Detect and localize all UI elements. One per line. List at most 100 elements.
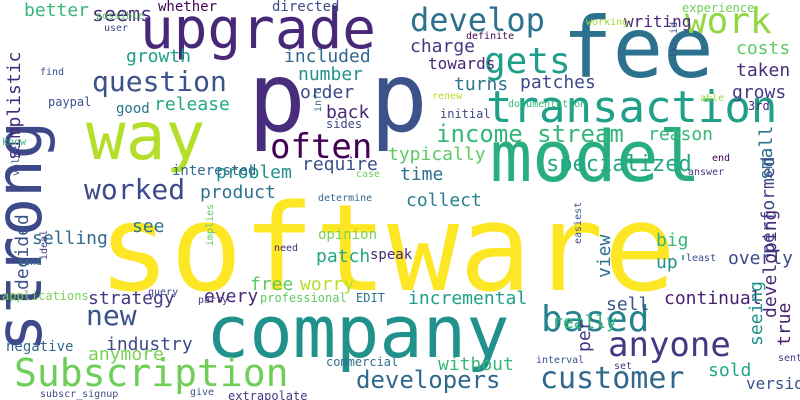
- cloud-word-determine: determine: [318, 193, 373, 204]
- cloud-word-problem: problem: [216, 162, 292, 183]
- cloud-word-possible: possible: [96, 11, 145, 22]
- cloud-word-value: value: [11, 145, 22, 176]
- cloud-word-sides: sides: [326, 117, 363, 131]
- cloud-word-selling: selling: [32, 228, 108, 249]
- cloud-word-sold: sold: [708, 360, 752, 381]
- cloud-word-user: user: [104, 23, 129, 34]
- cloud-word-better: better: [24, 0, 90, 21]
- cloud-word-party: party: [198, 295, 229, 306]
- cloud-word-send: send: [18, 257, 43, 268]
- cloud-word-release: release: [154, 94, 230, 115]
- cloud-word-know: know: [2, 137, 27, 148]
- cloud-word-develop: develop: [410, 1, 545, 39]
- cloud-word-typically: typically: [388, 144, 486, 165]
- cloud-word-anymore: anymore: [88, 344, 164, 365]
- cloud-word-transaction: transaction: [486, 82, 778, 133]
- cloud-word-applications: applications: [2, 289, 89, 303]
- cloud-word-interval: interval: [536, 355, 585, 366]
- cloud-word-documentation: documentation: [508, 99, 587, 110]
- cloud-word-experience: experience: [682, 1, 755, 15]
- cloud-word-opinion: opinion: [318, 227, 378, 243]
- cloud-word-work: work: [685, 1, 772, 42]
- cloud-word-upgrade: upgrade: [140, 0, 377, 62]
- cloud-word-specialized: specialized: [546, 152, 692, 177]
- cloud-word-subscription: Subscription: [14, 351, 289, 395]
- cloud-word-renew: renew: [432, 91, 463, 102]
- cloud-word-seeing: seeing: [746, 280, 767, 346]
- cloud-word-good: good: [116, 101, 150, 117]
- cloud-word-commercial: commercial: [326, 355, 399, 369]
- cloud-word-gets: gets: [484, 41, 571, 82]
- cloud-word-anyone: anyone: [608, 325, 731, 365]
- cloud-word-continual: continual: [664, 288, 762, 309]
- cloud-word-worked: worked: [84, 173, 186, 206]
- cloud-word-query: query: [148, 287, 179, 298]
- cloud-word-interested: interested: [172, 163, 257, 179]
- cloud-word-overly: overly: [728, 248, 794, 269]
- cloud-word-subscr-signup: subscr_signup: [40, 389, 119, 400]
- cloud-word-product: product: [200, 182, 276, 203]
- cloud-word-time: time: [400, 164, 444, 185]
- cloud-word-every: every: [204, 286, 259, 307]
- cloud-word-customer: customer: [540, 361, 685, 396]
- cloud-word-implies: implies: [205, 203, 216, 246]
- cloud-word-towards: towards: [428, 54, 496, 73]
- cloud-word-up: up': [656, 252, 689, 273]
- cloud-word-seems: seems: [92, 2, 153, 26]
- cloud-word-initial: initial: [440, 107, 491, 121]
- cloud-word-taken: taken: [736, 60, 791, 81]
- cloud-word-easiest: easiest: [573, 201, 584, 244]
- cloud-word-find: find: [40, 67, 65, 78]
- cloud-word-directed: directed: [272, 0, 340, 15]
- cloud-word-working: working: [586, 17, 629, 28]
- cloud-word-income-stream: income stream: [436, 120, 624, 148]
- cloud-word-patch: patch: [316, 246, 371, 267]
- cloud-word-paypal: paypal: [48, 95, 92, 109]
- cloud-word-order: order: [300, 82, 355, 103]
- cloud-word-without: without: [438, 354, 514, 375]
- cloud-word-back: back: [326, 102, 370, 123]
- cloud-word-see: see: [132, 216, 165, 237]
- cloud-word-included: included: [284, 46, 371, 67]
- cloud-word-collect: collect: [406, 190, 482, 211]
- cloud-word-really: really: [552, 312, 618, 333]
- cloud-word-negative: negative: [6, 339, 74, 355]
- cloud-word-number: number: [298, 64, 364, 85]
- cloud-word-costs: costs: [736, 38, 791, 59]
- cloud-word-software: software: [98, 180, 676, 319]
- cloud-word-writing: writing: [624, 12, 692, 31]
- cloud-word-incremental: incremental: [408, 288, 528, 309]
- cloud-word-patches: patches: [520, 72, 596, 93]
- cloud-word-able: able: [700, 93, 725, 104]
- cloud-word-edit: EDIT: [356, 291, 385, 305]
- cloud-word-professional: professional: [260, 291, 347, 305]
- cloud-word-grows: grows: [732, 82, 787, 103]
- cloud-word-turns: turns: [454, 74, 509, 95]
- cloud-word-case: case: [356, 169, 381, 180]
- cloud-word-sent: sent: [778, 353, 800, 364]
- cloud-word-often: often: [270, 127, 373, 167]
- cloud-word-true: true: [774, 302, 795, 346]
- cloud-word-set: set: [614, 361, 633, 372]
- cloud-word-require: require: [302, 154, 378, 175]
- cloud-word-version: version: [746, 374, 800, 393]
- cloud-word-definite: definite: [466, 31, 515, 42]
- cloud-word-company: company: [206, 290, 510, 374]
- cloud-word-reason: reason: [648, 124, 714, 145]
- cloud-word-speak: speak: [370, 247, 413, 263]
- cloud-word-developers: developers: [356, 366, 501, 394]
- cloud-word-way: way: [86, 98, 206, 175]
- cloud-word-end: end: [712, 153, 731, 164]
- cloud-word-charge: charge: [410, 36, 476, 57]
- cloud-word-based: based: [541, 299, 650, 340]
- cloud-word-view: view: [594, 234, 615, 278]
- cloud-word-least: least: [686, 253, 717, 264]
- cloud-word-give: give: [190, 387, 215, 398]
- cloud-word-model: model: [490, 116, 701, 198]
- cloud-word-free: free: [250, 274, 294, 295]
- cloud-word-answer: answer: [688, 167, 725, 178]
- cloud-word-big: big: [656, 230, 689, 251]
- cloud-word-need: need: [274, 243, 299, 254]
- cloud-word-worry: worry: [300, 274, 355, 295]
